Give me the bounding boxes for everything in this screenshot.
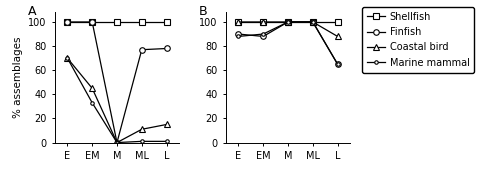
Text: A: A	[28, 5, 36, 17]
Text: B: B	[199, 5, 207, 17]
Legend: Shellfish, Finfish, Coastal bird, Marine mammal: Shellfish, Finfish, Coastal bird, Marine…	[362, 7, 474, 73]
Y-axis label: % assemblages: % assemblages	[12, 37, 22, 118]
